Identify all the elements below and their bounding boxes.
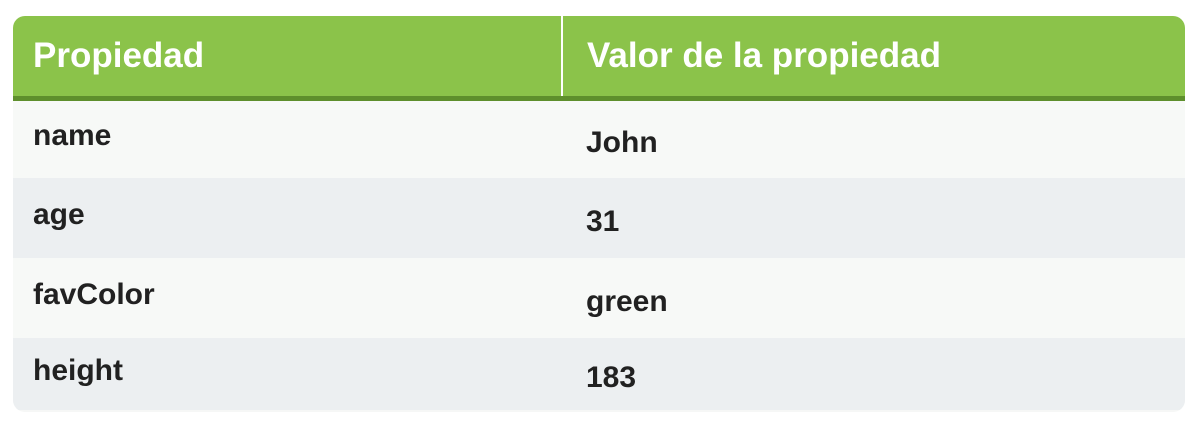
value-cell: 31 — [586, 205, 620, 238]
property-cell: name — [33, 119, 112, 153]
value-cell: John — [586, 126, 658, 160]
properties-table: Propiedad Valor de la propiedad name Joh… — [13, 16, 1185, 410]
header-row: Propiedad Valor de la propiedad — [13, 16, 1185, 101]
column-header-property: Propiedad — [13, 16, 563, 101]
property-cell: age — [33, 198, 85, 231]
value-cell: green — [586, 285, 668, 318]
table-row: name John — [13, 98, 1185, 178]
properties-table-container: Propiedad Valor de la propiedad name Joh… — [13, 16, 1185, 412]
table-row: age 31 — [13, 178, 1185, 258]
value-cell: 183 — [586, 361, 637, 394]
property-cell: favColor — [33, 278, 155, 311]
table-row: height 183 — [13, 338, 1185, 410]
column-header-value: Valor de la propiedad — [562, 16, 1185, 101]
table-row: favColor green — [13, 258, 1185, 338]
property-cell: height — [33, 354, 123, 387]
table-body: name John age 31 favColor green height 1… — [13, 98, 1185, 410]
table-header: Propiedad Valor de la propiedad — [13, 16, 1185, 101]
